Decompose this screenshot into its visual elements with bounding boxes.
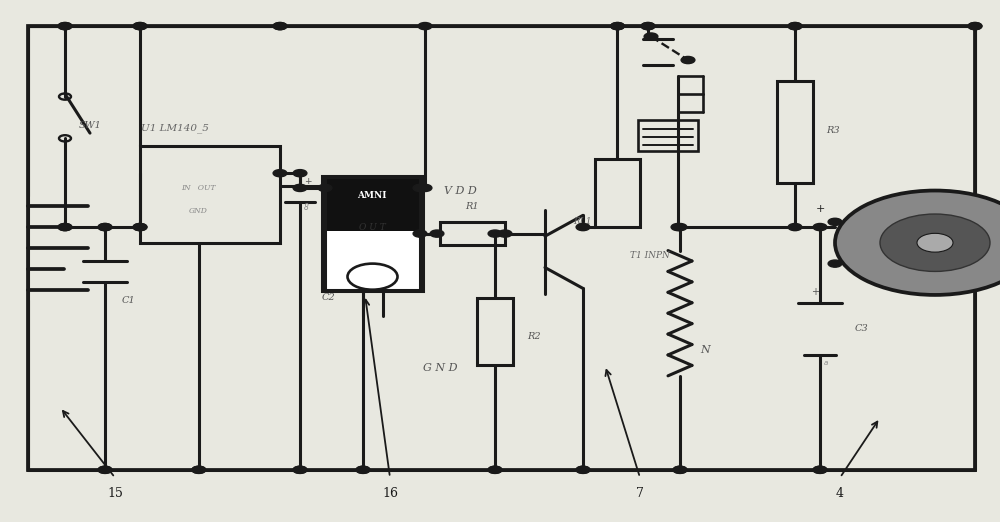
Text: IN   OUT: IN OUT xyxy=(181,184,215,192)
Circle shape xyxy=(968,22,982,30)
Text: +: + xyxy=(815,204,825,214)
Circle shape xyxy=(673,223,687,231)
Text: +: + xyxy=(811,287,819,298)
Circle shape xyxy=(293,466,307,473)
Circle shape xyxy=(968,22,982,30)
Text: a: a xyxy=(824,360,828,366)
Text: 16: 16 xyxy=(382,487,398,500)
Circle shape xyxy=(488,466,502,473)
Circle shape xyxy=(917,233,953,252)
Circle shape xyxy=(98,466,112,473)
Circle shape xyxy=(611,22,624,30)
Text: 7: 7 xyxy=(636,487,644,500)
Circle shape xyxy=(133,223,147,231)
Circle shape xyxy=(788,22,802,30)
Circle shape xyxy=(58,22,72,30)
Circle shape xyxy=(273,22,287,30)
Text: N: N xyxy=(700,345,710,355)
Text: +: + xyxy=(304,176,312,185)
Circle shape xyxy=(133,22,147,30)
Text: G N D: G N D xyxy=(423,363,457,373)
Circle shape xyxy=(641,22,655,30)
Circle shape xyxy=(413,184,427,192)
Circle shape xyxy=(880,214,990,271)
Text: U1 LM140_5: U1 LM140_5 xyxy=(141,123,209,133)
Text: SW1: SW1 xyxy=(79,121,101,130)
Circle shape xyxy=(293,170,307,177)
Bar xyxy=(325,177,420,231)
Circle shape xyxy=(58,223,72,231)
Circle shape xyxy=(813,223,827,231)
Text: C1: C1 xyxy=(121,295,135,305)
Circle shape xyxy=(813,466,827,473)
Circle shape xyxy=(828,260,842,267)
Text: T1 INPN: T1 INPN xyxy=(630,251,670,260)
Circle shape xyxy=(273,22,287,30)
Circle shape xyxy=(498,230,512,237)
Text: RL1: RL1 xyxy=(574,217,592,227)
Text: R3: R3 xyxy=(826,126,840,135)
Circle shape xyxy=(273,170,287,177)
Circle shape xyxy=(356,466,370,473)
Bar xyxy=(440,222,505,245)
Bar xyxy=(322,176,423,291)
Circle shape xyxy=(488,230,502,237)
Bar xyxy=(595,159,640,227)
Text: C2: C2 xyxy=(322,293,336,302)
Circle shape xyxy=(611,22,624,30)
Bar xyxy=(638,120,698,151)
Circle shape xyxy=(133,22,147,30)
Circle shape xyxy=(318,184,332,192)
Bar xyxy=(325,177,420,290)
Text: DCM: DCM xyxy=(922,238,948,247)
Circle shape xyxy=(671,223,685,231)
Text: C3: C3 xyxy=(855,324,869,334)
Circle shape xyxy=(58,223,72,231)
Circle shape xyxy=(192,466,206,473)
Circle shape xyxy=(356,466,370,473)
Circle shape xyxy=(418,184,432,192)
Circle shape xyxy=(835,191,1000,295)
Text: O U T: O U T xyxy=(359,222,385,232)
Circle shape xyxy=(293,184,307,192)
Circle shape xyxy=(58,22,72,30)
Circle shape xyxy=(293,466,307,473)
Bar xyxy=(477,298,513,365)
Circle shape xyxy=(673,466,687,473)
Circle shape xyxy=(576,466,590,473)
Circle shape xyxy=(98,223,112,231)
Circle shape xyxy=(641,22,655,30)
Circle shape xyxy=(681,56,695,64)
Circle shape xyxy=(133,223,147,231)
Bar xyxy=(325,231,420,290)
Circle shape xyxy=(828,218,842,226)
Circle shape xyxy=(98,466,112,473)
Circle shape xyxy=(418,22,432,30)
Bar xyxy=(140,146,280,243)
Bar xyxy=(28,26,975,470)
Circle shape xyxy=(430,230,444,237)
Text: 15: 15 xyxy=(107,487,123,500)
Text: R1: R1 xyxy=(465,201,479,211)
Text: V D D: V D D xyxy=(444,185,476,196)
Text: R2: R2 xyxy=(527,332,541,341)
Text: 4: 4 xyxy=(836,487,844,500)
Circle shape xyxy=(673,466,687,473)
Text: GND: GND xyxy=(189,207,207,216)
Circle shape xyxy=(644,33,658,40)
Circle shape xyxy=(788,223,802,231)
Circle shape xyxy=(576,466,590,473)
Text: AMNI: AMNI xyxy=(357,191,387,200)
Circle shape xyxy=(576,223,590,231)
Circle shape xyxy=(192,466,206,473)
Text: 8: 8 xyxy=(304,203,309,211)
Circle shape xyxy=(788,22,802,30)
Circle shape xyxy=(488,466,502,473)
Circle shape xyxy=(413,230,427,237)
Bar xyxy=(777,81,813,183)
Circle shape xyxy=(813,466,827,473)
Circle shape xyxy=(98,223,112,231)
